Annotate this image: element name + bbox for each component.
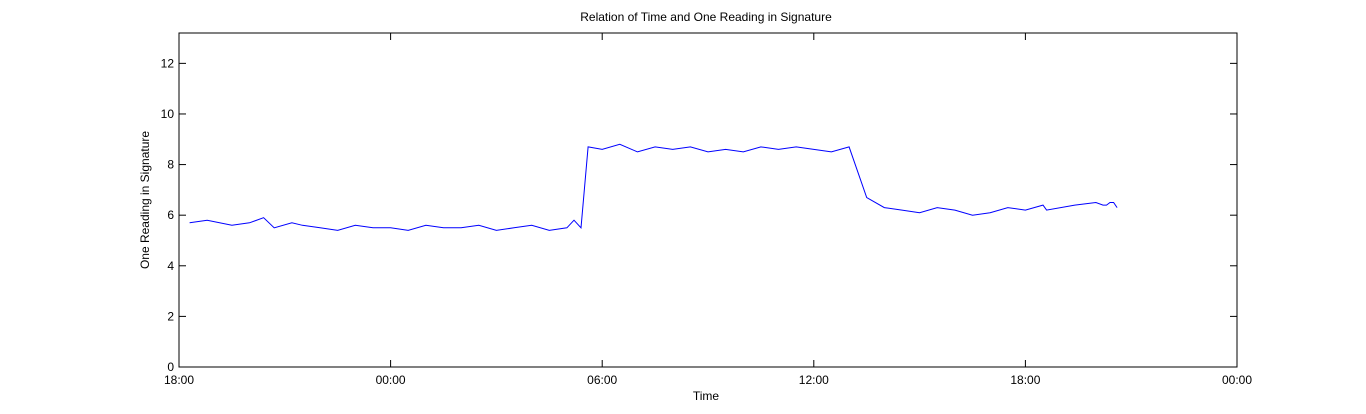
x-tick-label: 00:00 [376, 373, 406, 387]
series-layer [189, 143, 1118, 231]
y-tick-label: 0 [167, 360, 174, 374]
series-line [189, 143, 1118, 231]
y-axis-label: One Reading in Signature [138, 131, 152, 269]
x-tick-label: 00:00 [1222, 373, 1252, 387]
y-tick-label: 4 [167, 259, 174, 273]
y-tick-label: 10 [161, 107, 175, 121]
y-tick-label: 2 [167, 309, 174, 323]
x-tick-label: 18:00 [1010, 373, 1040, 387]
y-tick-label: 8 [167, 158, 174, 172]
x-tick-label: 06:00 [587, 373, 617, 387]
y-tick-label: 6 [167, 208, 174, 222]
chart-title: Relation of Time and One Reading in Sign… [580, 10, 832, 24]
x-axis-label: Time [693, 389, 720, 403]
ticks-layer: 0 2 4 6 8 10 12 18:00 00:00 06:00 12:00 18:00 00:00 [161, 33, 1252, 387]
x-tick-label: 12:00 [799, 373, 829, 387]
y-tick-label: 12 [161, 56, 175, 70]
plot-area [178, 32, 1238, 368]
x-tick-label: 18:00 [164, 373, 194, 387]
